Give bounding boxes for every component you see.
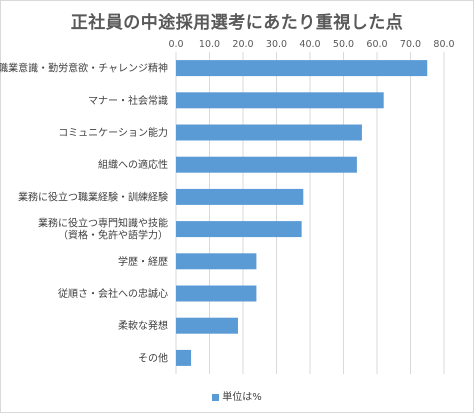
category-label: 柔軟な発想: [118, 319, 168, 332]
bar: [176, 317, 238, 334]
x-tick-label: 20.0: [232, 39, 253, 50]
category-label: その他: [138, 351, 168, 364]
bar: [176, 349, 192, 366]
legend-label: 単位は%: [222, 392, 262, 403]
x-tick-label: 10.0: [199, 39, 220, 50]
bar: [176, 253, 257, 270]
category-label: 業務に役立つ専門知識や技能: [38, 217, 168, 230]
bar: [176, 124, 362, 141]
category-label: コミュニケーション能力: [58, 126, 168, 139]
legend: 単位は%: [0, 388, 474, 403]
chart-title: 正社員の中途採用選考にあたり重視した点: [70, 13, 404, 33]
legend-swatch: [212, 393, 220, 401]
bar: [176, 156, 357, 173]
category-label: 組織への適応性: [98, 158, 168, 171]
x-tick-label: 80.0: [433, 39, 454, 50]
x-tick-label: 70.0: [400, 39, 421, 50]
category-label: （資格・免許や語学力）: [58, 229, 168, 242]
x-tick-label: 30.0: [266, 39, 287, 50]
bar: [176, 221, 302, 238]
x-tick-label: 40.0: [299, 39, 320, 50]
bar: [176, 188, 304, 205]
bar: [176, 285, 257, 302]
bar: [176, 92, 384, 109]
x-tick-label: 0.0: [168, 39, 183, 50]
x-tick-label: 60.0: [366, 39, 387, 50]
category-label: 学歴・経歴: [118, 255, 168, 268]
bar: [176, 60, 428, 77]
category-label: マナー・社会常識: [88, 94, 168, 107]
category-label: 従順さ・会社への忠誠心: [58, 287, 168, 300]
category-label: 業務に役立つ職業経験・訓練経験: [18, 190, 168, 203]
x-tick-label: 50.0: [333, 39, 354, 50]
category-label: 職業意識・勤労意欲・チャレンジ精神: [0, 62, 168, 75]
